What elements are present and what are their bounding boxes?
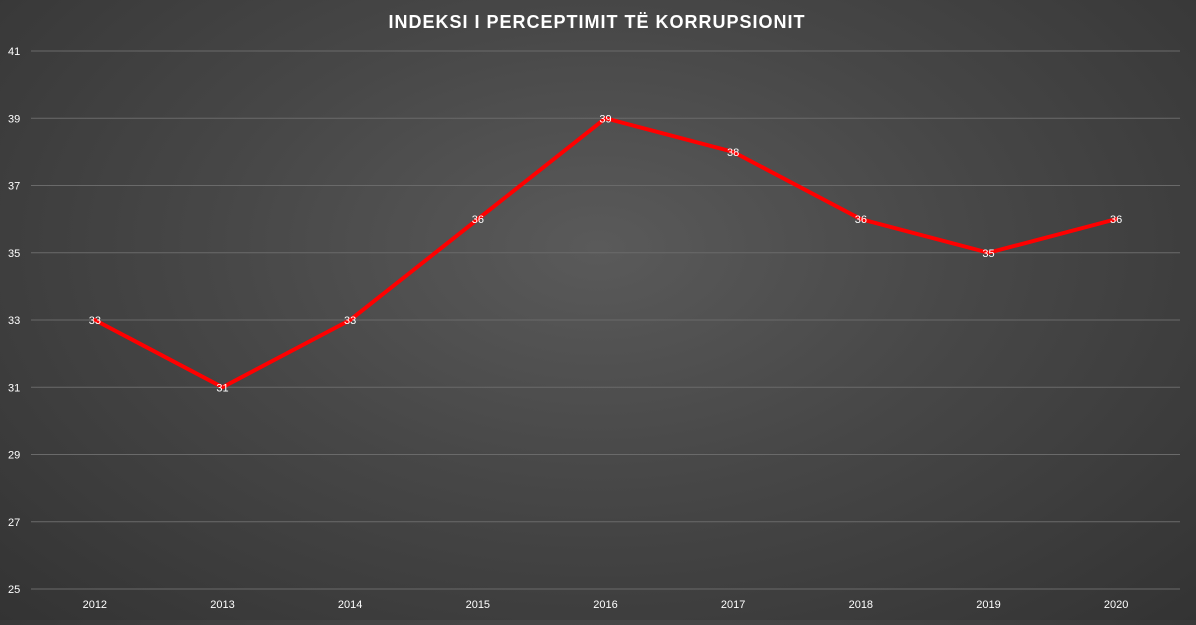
data-label: 38 <box>727 147 739 159</box>
x-tick-label: 2019 <box>976 599 1000 611</box>
x-tick-label: 2012 <box>83 599 107 611</box>
data-label: 33 <box>344 315 356 327</box>
y-tick-label: 31 <box>8 382 20 394</box>
x-tick-label: 2020 <box>1104 599 1128 611</box>
data-label: 36 <box>472 214 484 226</box>
data-label: 35 <box>982 248 994 260</box>
gridlines <box>31 50 1180 590</box>
data-label: 33 <box>89 315 101 327</box>
x-axis-tick-labels: 2012 2013 2014 2015 2016 2017 2018 2019 2020 <box>83 599 1129 611</box>
data-label: 39 <box>599 113 611 125</box>
x-tick-label: 2014 <box>338 599 362 611</box>
y-tick-label: 27 <box>8 517 20 529</box>
series-lines <box>92 116 1119 390</box>
x-tick-label: 2016 <box>593 599 617 611</box>
x-tick-label: 2017 <box>721 599 745 611</box>
y-tick-label: 29 <box>8 450 20 462</box>
y-tick-label: 39 <box>8 113 20 125</box>
data-labels: 33 31 33 36 39 38 36 35 36 <box>89 113 1123 394</box>
y-tick-label: 35 <box>8 248 20 260</box>
x-tick-label: 2018 <box>849 599 873 611</box>
x-tick-label: 2015 <box>466 599 490 611</box>
y-tick-label: 41 <box>8 46 20 58</box>
x-tick-label: 2013 <box>210 599 234 611</box>
chart-title: INDEKSI I PERCEPTIMIT TË KORRUPSIONIT <box>388 12 805 32</box>
series-line <box>92 116 1119 390</box>
y-tick-label: 33 <box>8 315 20 327</box>
data-label: 31 <box>216 382 228 394</box>
y-tick-label: 25 <box>8 584 20 596</box>
data-label: 36 <box>855 214 867 226</box>
y-axis-tick-labels: 25 27 29 31 33 35 37 39 41 <box>8 46 20 596</box>
y-tick-label: 37 <box>8 181 20 193</box>
data-label: 36 <box>1110 214 1122 226</box>
